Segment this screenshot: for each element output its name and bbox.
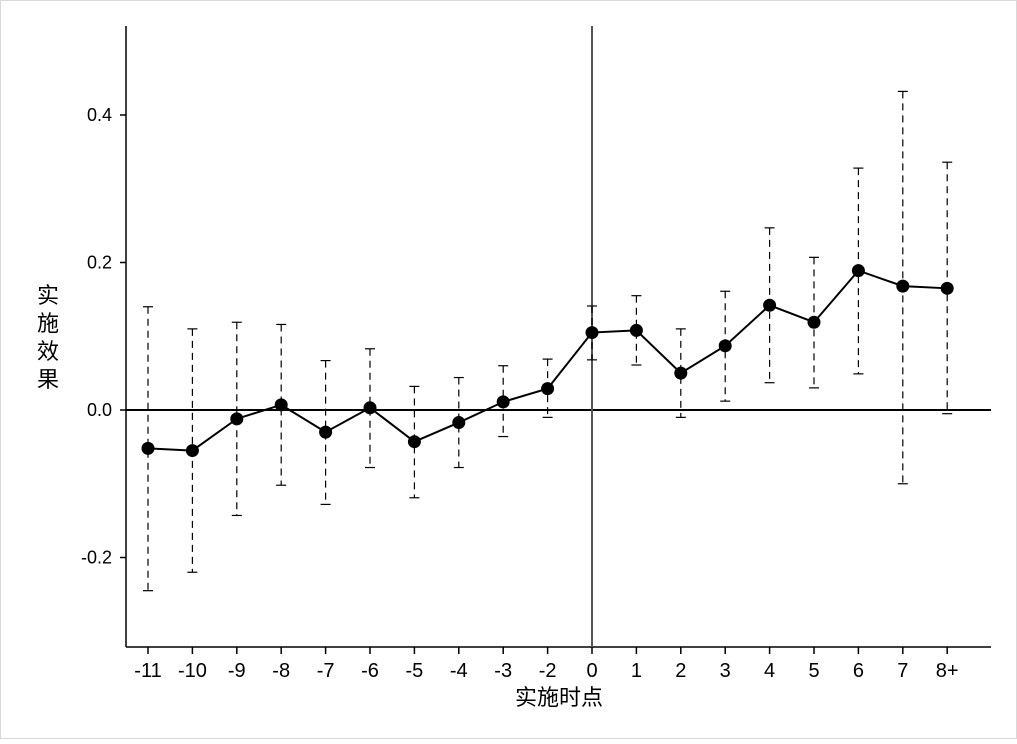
y-axis-title-char: 果 [37, 367, 59, 392]
data-point [718, 339, 732, 353]
confidence-interval [498, 365, 509, 438]
data-point [363, 401, 377, 415]
x-tick-label: -11 [134, 660, 161, 682]
axes [120, 26, 991, 654]
data-point [407, 435, 421, 449]
y-tick-label: -0.2 [81, 548, 112, 568]
y-tick-label: 0.0 [87, 400, 112, 420]
data-points [141, 264, 954, 458]
y-tick-label: 0.2 [87, 253, 112, 273]
x-tick-label: 3 [720, 660, 731, 682]
y-tick-label: 0.4 [87, 105, 112, 125]
x-tick-label: 0 [586, 660, 597, 682]
x-axis-title: 实施时点 [515, 685, 603, 710]
x-tick-label: -7 [317, 660, 335, 682]
x-tick-label: -2 [539, 660, 557, 682]
reference-lines [126, 26, 991, 647]
confidence-intervals [143, 90, 953, 592]
data-point [763, 298, 777, 312]
confidence-interval [365, 348, 375, 469]
y-axis-title-char: 效 [37, 339, 59, 364]
confidence-interval [143, 306, 153, 592]
confidence-interval [675, 328, 686, 418]
x-tick-label: 1 [631, 660, 642, 682]
data-point [896, 279, 910, 293]
x-tick-label: -9 [228, 660, 246, 682]
data-point [629, 323, 643, 337]
x-tick-label: -5 [406, 660, 424, 682]
confidence-interval [276, 323, 287, 486]
x-tick-label: -4 [450, 660, 468, 682]
confidence-interval [631, 295, 642, 366]
y-axis-title-char: 施 [37, 311, 59, 336]
y-axis-title-char: 实 [37, 283, 59, 308]
data-point [496, 395, 510, 409]
data-point [185, 444, 199, 458]
data-point [851, 264, 865, 278]
data-point [585, 326, 599, 340]
confidence-interval [453, 376, 464, 469]
data-point [230, 412, 244, 426]
data-point [452, 416, 466, 430]
x-tick-label: 4 [764, 660, 775, 682]
x-tick-label: 2 [675, 660, 686, 682]
x-tick-label: -6 [361, 660, 379, 682]
x-tick-label: -8 [272, 660, 290, 682]
data-point [319, 425, 333, 439]
data-point [541, 382, 555, 396]
x-tick-label: 8+ [936, 660, 959, 682]
data-point [274, 398, 288, 412]
data-point [940, 281, 954, 295]
y-tick-labels: -0.2 0.0 0.2 0.4 [81, 105, 112, 568]
data-point [674, 366, 688, 380]
x-tick-label: 6 [853, 660, 864, 682]
x-tick-labels: -11 -10 -9 -8 -7 -6 -5 -4 -3 -2 0 1 2 3 4 5 6 7 8+ [134, 660, 958, 682]
confidence-interval [409, 385, 420, 499]
data-point [141, 441, 155, 455]
x-tick-label: -3 [494, 660, 512, 682]
x-tick-label: 7 [897, 660, 908, 682]
x-tick-label: 5 [808, 660, 819, 682]
data-point [807, 315, 821, 329]
x-tick-label: -10 [178, 660, 207, 682]
confidence-interval [320, 359, 331, 505]
